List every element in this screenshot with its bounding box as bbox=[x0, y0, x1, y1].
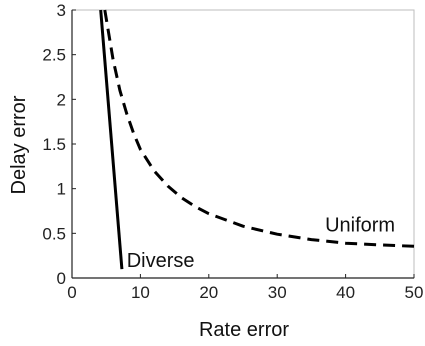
series-line-uniform bbox=[103, 9, 415, 248]
x-tick-label: 0 bbox=[67, 283, 76, 302]
annotation-uniform: Uniform bbox=[325, 214, 395, 236]
y-tick-label: 1.5 bbox=[42, 135, 66, 154]
plot-frame bbox=[71, 9, 415, 279]
axes bbox=[71, 9, 415, 279]
x-tick-label: 20 bbox=[199, 283, 218, 302]
ticks: 0 10 20 30 40 50 0 0.5 1 1.5 2 2.5 3 bbox=[42, 1, 423, 302]
annotation-diverse: Diverse bbox=[127, 250, 195, 272]
y-tick-label: 1 bbox=[57, 180, 66, 199]
y-tick-label: 2.5 bbox=[42, 46, 66, 65]
x-tick-label: 10 bbox=[131, 283, 150, 302]
x-tick-label: 50 bbox=[405, 283, 424, 302]
x-axis-label: Rate error bbox=[199, 319, 289, 341]
series-lines bbox=[99, 9, 415, 270]
series-line-diverse bbox=[99, 9, 124, 270]
annotations: Diverse Uniform bbox=[127, 214, 395, 272]
y-tick-label: 3 bbox=[57, 1, 66, 20]
x-tick-label: 40 bbox=[336, 283, 355, 302]
y-tick-label: 0.5 bbox=[42, 224, 66, 243]
y-tick-label: 2 bbox=[57, 90, 66, 109]
y-axis-label: Delay error bbox=[8, 95, 30, 194]
y-tick-label: 0 bbox=[57, 269, 66, 288]
x-tick-label: 30 bbox=[268, 283, 287, 302]
